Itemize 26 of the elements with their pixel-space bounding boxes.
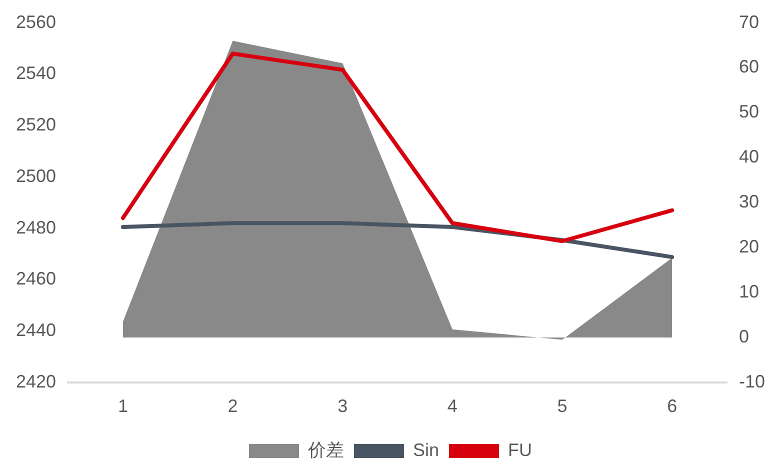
x-tick-label: 6 [667, 396, 678, 416]
x-tick-label: 2 [228, 396, 238, 416]
y2-tick-label: 20 [738, 236, 760, 257]
y-tick-label: 2520 [16, 114, 56, 135]
y-tick-label: 2500 [16, 166, 56, 186]
x-tick-label: 3 [338, 396, 348, 416]
y2-tick-label: -10 [738, 371, 765, 392]
y2-tick-label: 30 [738, 192, 760, 212]
y2-tick-label: 60 [738, 56, 760, 77]
x-tick-label: 4 [447, 396, 458, 416]
y2-tick-label: 10 [738, 281, 760, 302]
x-tick-label: 1 [118, 396, 128, 416]
y2-tick-label: 50 [738, 102, 760, 122]
y2-tick-label: 40 [738, 146, 760, 167]
y-tick-label: 2480 [16, 217, 56, 238]
legend-label: 价差 [306, 440, 344, 460]
legend-label: Sin [412, 440, 440, 460]
y-tick-label: 2460 [16, 268, 56, 289]
x-tick-label: 5 [557, 396, 568, 416]
y-tick-label: 2440 [16, 320, 56, 340]
y2-tick-label: 0 [738, 326, 749, 346]
y-tick-label: 2420 [16, 371, 56, 392]
y2-tick-label: 70 [738, 12, 760, 32]
y-tick-label: 2540 [16, 63, 56, 84]
y-tick-label: 2560 [16, 12, 56, 32]
legend-label: FU [508, 440, 532, 460]
